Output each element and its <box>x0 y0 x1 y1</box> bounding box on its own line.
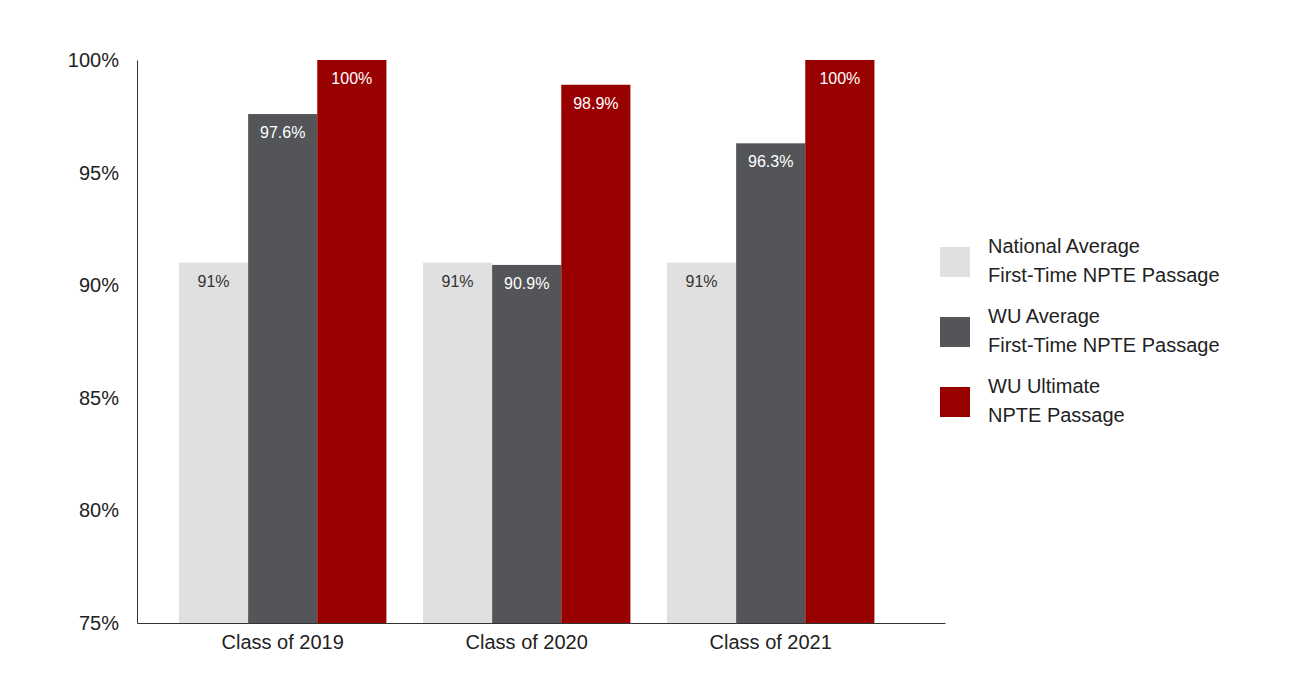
legend-label-line: WU Ultimate <box>988 375 1100 397</box>
data-label: 97.6% <box>260 124 305 141</box>
bar <box>423 263 492 623</box>
bar <box>736 143 805 623</box>
legend-label: National Average First-Time NPTE Passage <box>988 235 1220 286</box>
x-tick: Class of 2021 <box>710 623 832 653</box>
y-tick-label: 95% <box>79 162 119 184</box>
legend-item: WU Average First-Time NPTE Passage <box>940 305 1220 356</box>
legend-label: WU Ultimate NPTE Passage <box>988 375 1125 426</box>
legend-swatch <box>940 387 970 417</box>
legend-label-line: First-Time NPTE Passage <box>988 334 1220 356</box>
bar <box>317 60 386 623</box>
y-tick: 95% <box>79 162 137 184</box>
legend-label-line: National Average <box>988 235 1140 257</box>
data-labels: 91% 91% 91% 97.6% 90.9% 96.3% 100% 98.9% 100% <box>198 70 861 292</box>
y-tick: 75% <box>79 612 137 634</box>
x-tick-label: Class of 2020 <box>466 631 588 653</box>
x-tick: Class of 2020 <box>466 623 588 653</box>
data-label: 100% <box>331 70 372 87</box>
legend-swatch <box>940 317 970 347</box>
bar <box>248 114 317 623</box>
y-tick-label: 85% <box>79 387 119 409</box>
bars <box>179 60 874 623</box>
legend-label-line: NPTE Passage <box>988 404 1125 426</box>
data-label: 96.3% <box>748 153 793 170</box>
y-axis-line <box>137 61 138 624</box>
x-tick: Class of 2019 <box>222 623 344 653</box>
data-label: 91% <box>686 273 718 290</box>
y-axis: 75% 80% 85% 90% 95% 100% <box>68 49 138 634</box>
x-axis-line <box>138 623 946 624</box>
data-label: 100% <box>819 70 860 87</box>
chart: 91%91%91%97.6%90.9%96.3%100%98.9%100%75%… <box>0 0 1290 700</box>
y-tick-label: 90% <box>79 274 119 296</box>
y-tick: 90% <box>79 274 137 296</box>
y-tick: 85% <box>79 387 137 409</box>
data-label: 98.9% <box>573 95 618 112</box>
legend: National AverageFirst-Time NPTE PassageW… <box>940 235 1220 426</box>
legend-label: WU Average First-Time NPTE Passage <box>988 305 1220 356</box>
legend-swatch <box>940 247 970 277</box>
data-label: 90.9% <box>504 275 549 292</box>
data-label: 91% <box>198 273 230 290</box>
y-tick-label: 100% <box>68 49 119 71</box>
x-tick-label: Class of 2021 <box>710 631 832 653</box>
legend-item: WU Ultimate NPTE Passage <box>940 375 1125 426</box>
bar <box>492 265 561 623</box>
bar <box>805 60 874 623</box>
y-tick: 100% <box>68 49 137 71</box>
x-tick-label: Class of 2019 <box>222 631 344 653</box>
legend-label-line: WU Average <box>988 305 1100 327</box>
data-label: 91% <box>442 273 474 290</box>
bar <box>561 85 630 623</box>
y-tick-label: 75% <box>79 612 119 634</box>
x-axis: Class of 2019 Class of 2020 Class of 2021 <box>138 623 946 653</box>
y-tick: 80% <box>79 499 137 521</box>
bar <box>667 263 736 623</box>
legend-label-line: First-Time NPTE Passage <box>988 264 1220 286</box>
legend-item: National Average First-Time NPTE Passage <box>940 235 1220 286</box>
bar <box>179 263 248 623</box>
y-tick-label: 80% <box>79 499 119 521</box>
